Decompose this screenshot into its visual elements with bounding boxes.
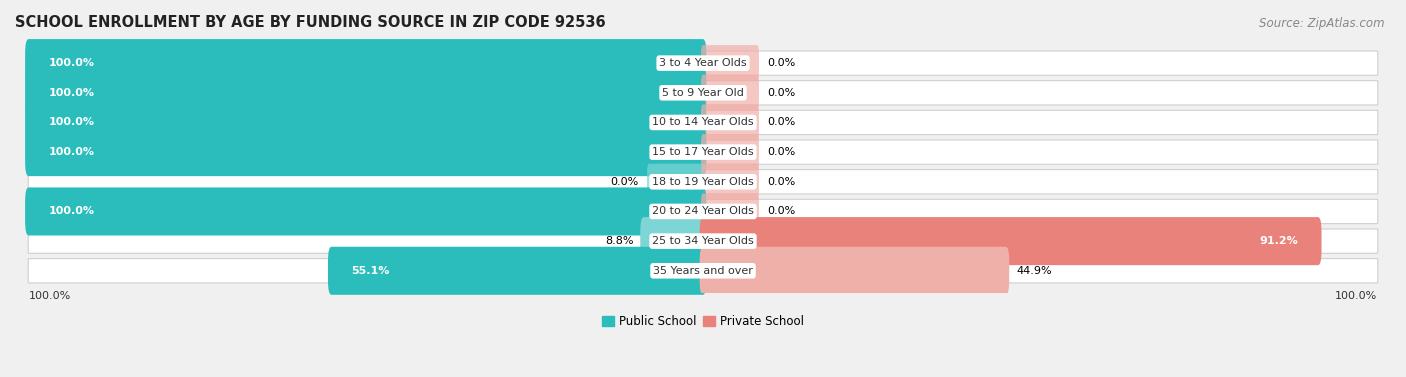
Text: 55.1%: 55.1% xyxy=(352,266,389,276)
FancyBboxPatch shape xyxy=(28,51,1378,75)
FancyBboxPatch shape xyxy=(28,170,1378,194)
FancyBboxPatch shape xyxy=(28,229,1378,253)
FancyBboxPatch shape xyxy=(28,140,1378,164)
Text: Source: ZipAtlas.com: Source: ZipAtlas.com xyxy=(1260,17,1385,30)
Text: 15 to 17 Year Olds: 15 to 17 Year Olds xyxy=(652,147,754,157)
FancyBboxPatch shape xyxy=(25,128,706,176)
Text: 0.0%: 0.0% xyxy=(768,207,796,216)
Text: 100.0%: 100.0% xyxy=(1336,291,1378,301)
FancyBboxPatch shape xyxy=(25,39,706,87)
FancyBboxPatch shape xyxy=(28,259,1378,283)
FancyBboxPatch shape xyxy=(640,217,706,265)
Text: 100.0%: 100.0% xyxy=(49,88,94,98)
Text: SCHOOL ENROLLMENT BY AGE BY FUNDING SOURCE IN ZIP CODE 92536: SCHOOL ENROLLMENT BY AGE BY FUNDING SOUR… xyxy=(15,15,606,30)
FancyBboxPatch shape xyxy=(25,98,706,147)
Text: 0.0%: 0.0% xyxy=(768,58,796,68)
FancyBboxPatch shape xyxy=(25,69,706,117)
FancyBboxPatch shape xyxy=(702,193,759,230)
FancyBboxPatch shape xyxy=(28,81,1378,105)
Text: 91.2%: 91.2% xyxy=(1260,236,1298,246)
Text: 10 to 14 Year Olds: 10 to 14 Year Olds xyxy=(652,118,754,127)
FancyBboxPatch shape xyxy=(702,45,759,81)
Text: 0.0%: 0.0% xyxy=(768,118,796,127)
Text: 18 to 19 Year Olds: 18 to 19 Year Olds xyxy=(652,177,754,187)
Text: 100.0%: 100.0% xyxy=(28,291,70,301)
Text: 100.0%: 100.0% xyxy=(49,118,94,127)
Text: 100.0%: 100.0% xyxy=(49,207,94,216)
FancyBboxPatch shape xyxy=(328,247,706,295)
FancyBboxPatch shape xyxy=(702,75,759,111)
FancyBboxPatch shape xyxy=(28,199,1378,224)
FancyBboxPatch shape xyxy=(28,110,1378,135)
Text: 20 to 24 Year Olds: 20 to 24 Year Olds xyxy=(652,207,754,216)
Text: 100.0%: 100.0% xyxy=(49,147,94,157)
Text: 3 to 4 Year Olds: 3 to 4 Year Olds xyxy=(659,58,747,68)
Text: 0.0%: 0.0% xyxy=(610,177,638,187)
Text: 5 to 9 Year Old: 5 to 9 Year Old xyxy=(662,88,744,98)
Text: 0.0%: 0.0% xyxy=(768,147,796,157)
FancyBboxPatch shape xyxy=(702,134,759,170)
Text: 35 Years and over: 35 Years and over xyxy=(652,266,754,276)
Text: 25 to 34 Year Olds: 25 to 34 Year Olds xyxy=(652,236,754,246)
Legend: Public School, Private School: Public School, Private School xyxy=(598,310,808,333)
FancyBboxPatch shape xyxy=(700,247,1010,295)
Text: 0.0%: 0.0% xyxy=(768,177,796,187)
FancyBboxPatch shape xyxy=(702,104,759,141)
Text: 100.0%: 100.0% xyxy=(49,58,94,68)
Text: 0.0%: 0.0% xyxy=(768,88,796,98)
FancyBboxPatch shape xyxy=(25,187,706,236)
FancyBboxPatch shape xyxy=(647,164,704,200)
Text: 8.8%: 8.8% xyxy=(605,236,634,246)
FancyBboxPatch shape xyxy=(700,217,1322,265)
FancyBboxPatch shape xyxy=(702,164,759,200)
Text: 44.9%: 44.9% xyxy=(1017,266,1052,276)
